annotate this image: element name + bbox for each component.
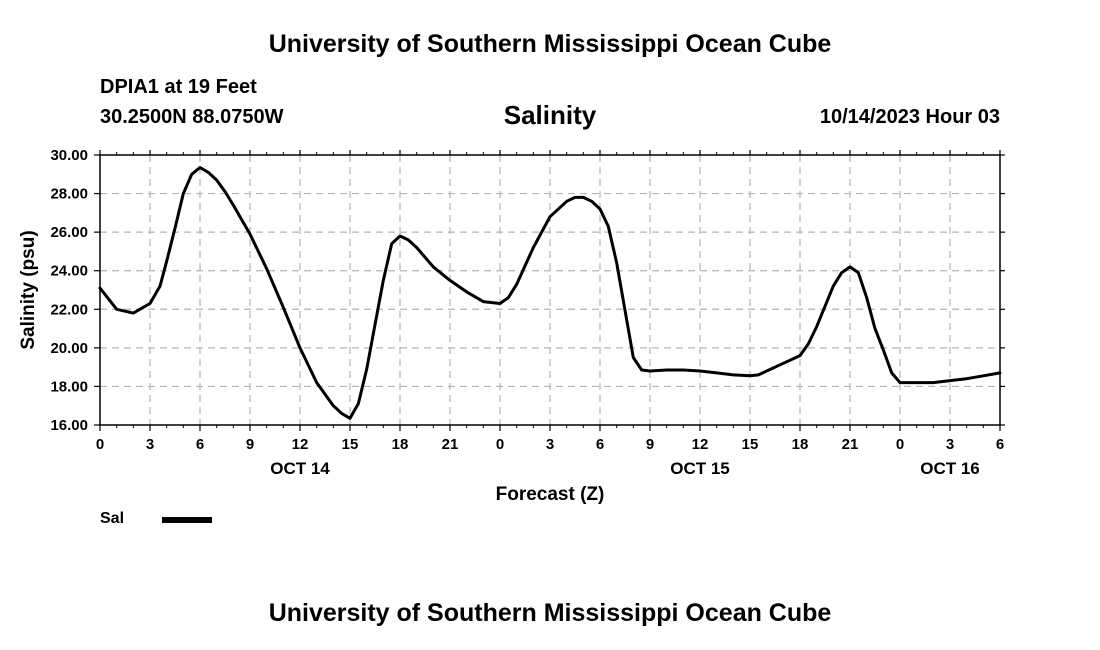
x-tick-label: 12	[292, 436, 309, 453]
y-tick-label: 28.00	[50, 186, 88, 203]
station-label: DPIA1 at 19 Feet	[100, 76, 257, 98]
x-tick-label: 3	[146, 436, 154, 453]
y-tick-label: 22.00	[50, 301, 88, 318]
y-axis-title: Salinity (psu)	[18, 230, 39, 349]
y-tick-label: 26.00	[50, 224, 88, 241]
x-tick-label: 0	[96, 436, 104, 453]
x-tick-label: 18	[792, 436, 809, 453]
grid-lines	[100, 155, 1000, 425]
axis-ticks	[94, 150, 1005, 431]
y-tick-label: 18.00	[50, 378, 88, 395]
x-tick-label: 0	[496, 436, 504, 453]
coordinates-label: 30.2500N 88.0750W	[100, 106, 284, 128]
x-tick-label: 6	[996, 436, 1004, 453]
y-tick-label: 16.00	[50, 417, 88, 434]
x-tick-label: 3	[946, 436, 954, 453]
x-tick-label: 18	[392, 436, 409, 453]
y-tick-label: 24.00	[50, 263, 88, 280]
x-tick-label: 21	[842, 436, 859, 453]
x-tick-label: 12	[692, 436, 709, 453]
x-tick-label: 21	[442, 436, 459, 453]
x-tick-label: 9	[646, 436, 654, 453]
x-tick-label: 6	[196, 436, 204, 453]
x-tick-label: 6	[596, 436, 604, 453]
axis-labels: 0 3 6 9 12 15 18 21 0 3 6 9 12 15 18 21 0 3 6 16.00 18.00 20.…	[50, 147, 1004, 478]
y-tick-label: 20.00	[50, 340, 88, 357]
date-label: OCT 16	[920, 459, 980, 478]
x-tick-label: 15	[342, 436, 359, 453]
date-label: OCT 14	[270, 459, 330, 478]
x-tick-label: 3	[546, 436, 554, 453]
y-tick-label: 30.00	[50, 147, 88, 164]
legend-label: Sal	[100, 510, 125, 527]
x-tick-label: 15	[742, 436, 759, 453]
legend-swatch	[162, 517, 212, 523]
chart-title: Salinity	[503, 100, 597, 130]
page-title: University of Southern Mississippi Ocean…	[268, 30, 832, 58]
x-axis-title: Forecast (Z)	[496, 484, 605, 505]
x-tick-label: 0	[896, 436, 904, 453]
forecast-datetime: 10/14/2023 Hour 03	[819, 106, 1000, 128]
x-tick-label: 9	[246, 436, 254, 453]
salinity-series-line	[98, 166, 1002, 420]
date-label: OCT 15	[670, 459, 730, 478]
footer-title: University of Southern Mississippi Ocean…	[268, 599, 832, 627]
